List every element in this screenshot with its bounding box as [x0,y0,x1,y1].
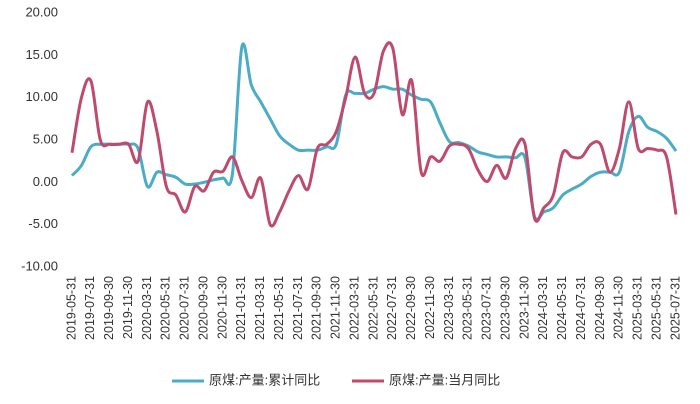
x-tick-label: 2023-05-31 [461,276,475,340]
x-tick-label: 2019-09-30 [102,276,116,340]
x-tick-label: 2021-11-30 [329,276,343,339]
x-tick-label: 2020-03-31 [140,276,154,340]
legend-label: 原煤:产量:当月同比 [389,372,500,387]
y-tick-label: 15.00 [25,47,58,62]
x-tick-label: 2025-07-31 [668,276,682,340]
x-tick-label: 2024-07-31 [574,276,588,340]
y-tick-label: 5.00 [33,131,58,146]
x-tick-label: 2021-05-31 [272,276,286,340]
x-tick-label: 2021-09-30 [310,276,324,340]
y-tick-label: 10.00 [25,89,58,104]
x-tick-label: 2022-09-30 [404,276,418,340]
x-tick-label: 2024-03-31 [536,276,550,340]
x-tick-label: 2019-11-30 [121,276,135,339]
x-tick-label: 2022-03-31 [347,276,361,340]
x-tick-label: 2025-05-31 [649,276,663,340]
x-tick-label: 2023-09-30 [498,276,512,340]
x-tick-label: 2024-11-30 [612,276,626,339]
x-tick-label: 2025-03-31 [631,276,645,340]
series-line [70,42,678,222]
y-tick-label: 0.00 [33,174,58,189]
x-tick-label: 2021-03-31 [253,276,267,340]
x-tick-label: 2020-11-30 [215,276,229,339]
x-tick-label: 2022-07-31 [385,276,399,340]
y-tick-label: -5.00 [28,216,58,231]
x-tick-label: 2019-05-31 [64,276,78,340]
x-tick-label: 2023-07-31 [480,276,494,340]
x-tick-label: 2022-05-31 [366,276,380,340]
x-tick-label: 2020-09-30 [196,276,210,340]
x-tick-label: 2019-07-31 [83,276,97,340]
series-line [70,41,678,228]
x-tick-label: 2023-03-31 [442,276,456,340]
y-tick-label: -10.00 [21,258,58,273]
x-tick-label: 2021-07-31 [291,276,305,340]
x-tick-label: 2021-01-31 [234,276,248,340]
y-tick-label: 20.00 [25,4,58,19]
x-tick-label: 2024-05-31 [555,276,569,340]
x-tick-label: 2024-09-30 [593,276,607,340]
x-tick-label: 2020-05-31 [159,276,173,340]
x-tick-label: 2020-07-31 [178,276,192,340]
legend-label: 原煤:产量:累计同比 [209,372,320,387]
x-tick-label: 2022-11-30 [423,276,437,339]
x-tick-label: 2023-11-30 [517,276,531,339]
